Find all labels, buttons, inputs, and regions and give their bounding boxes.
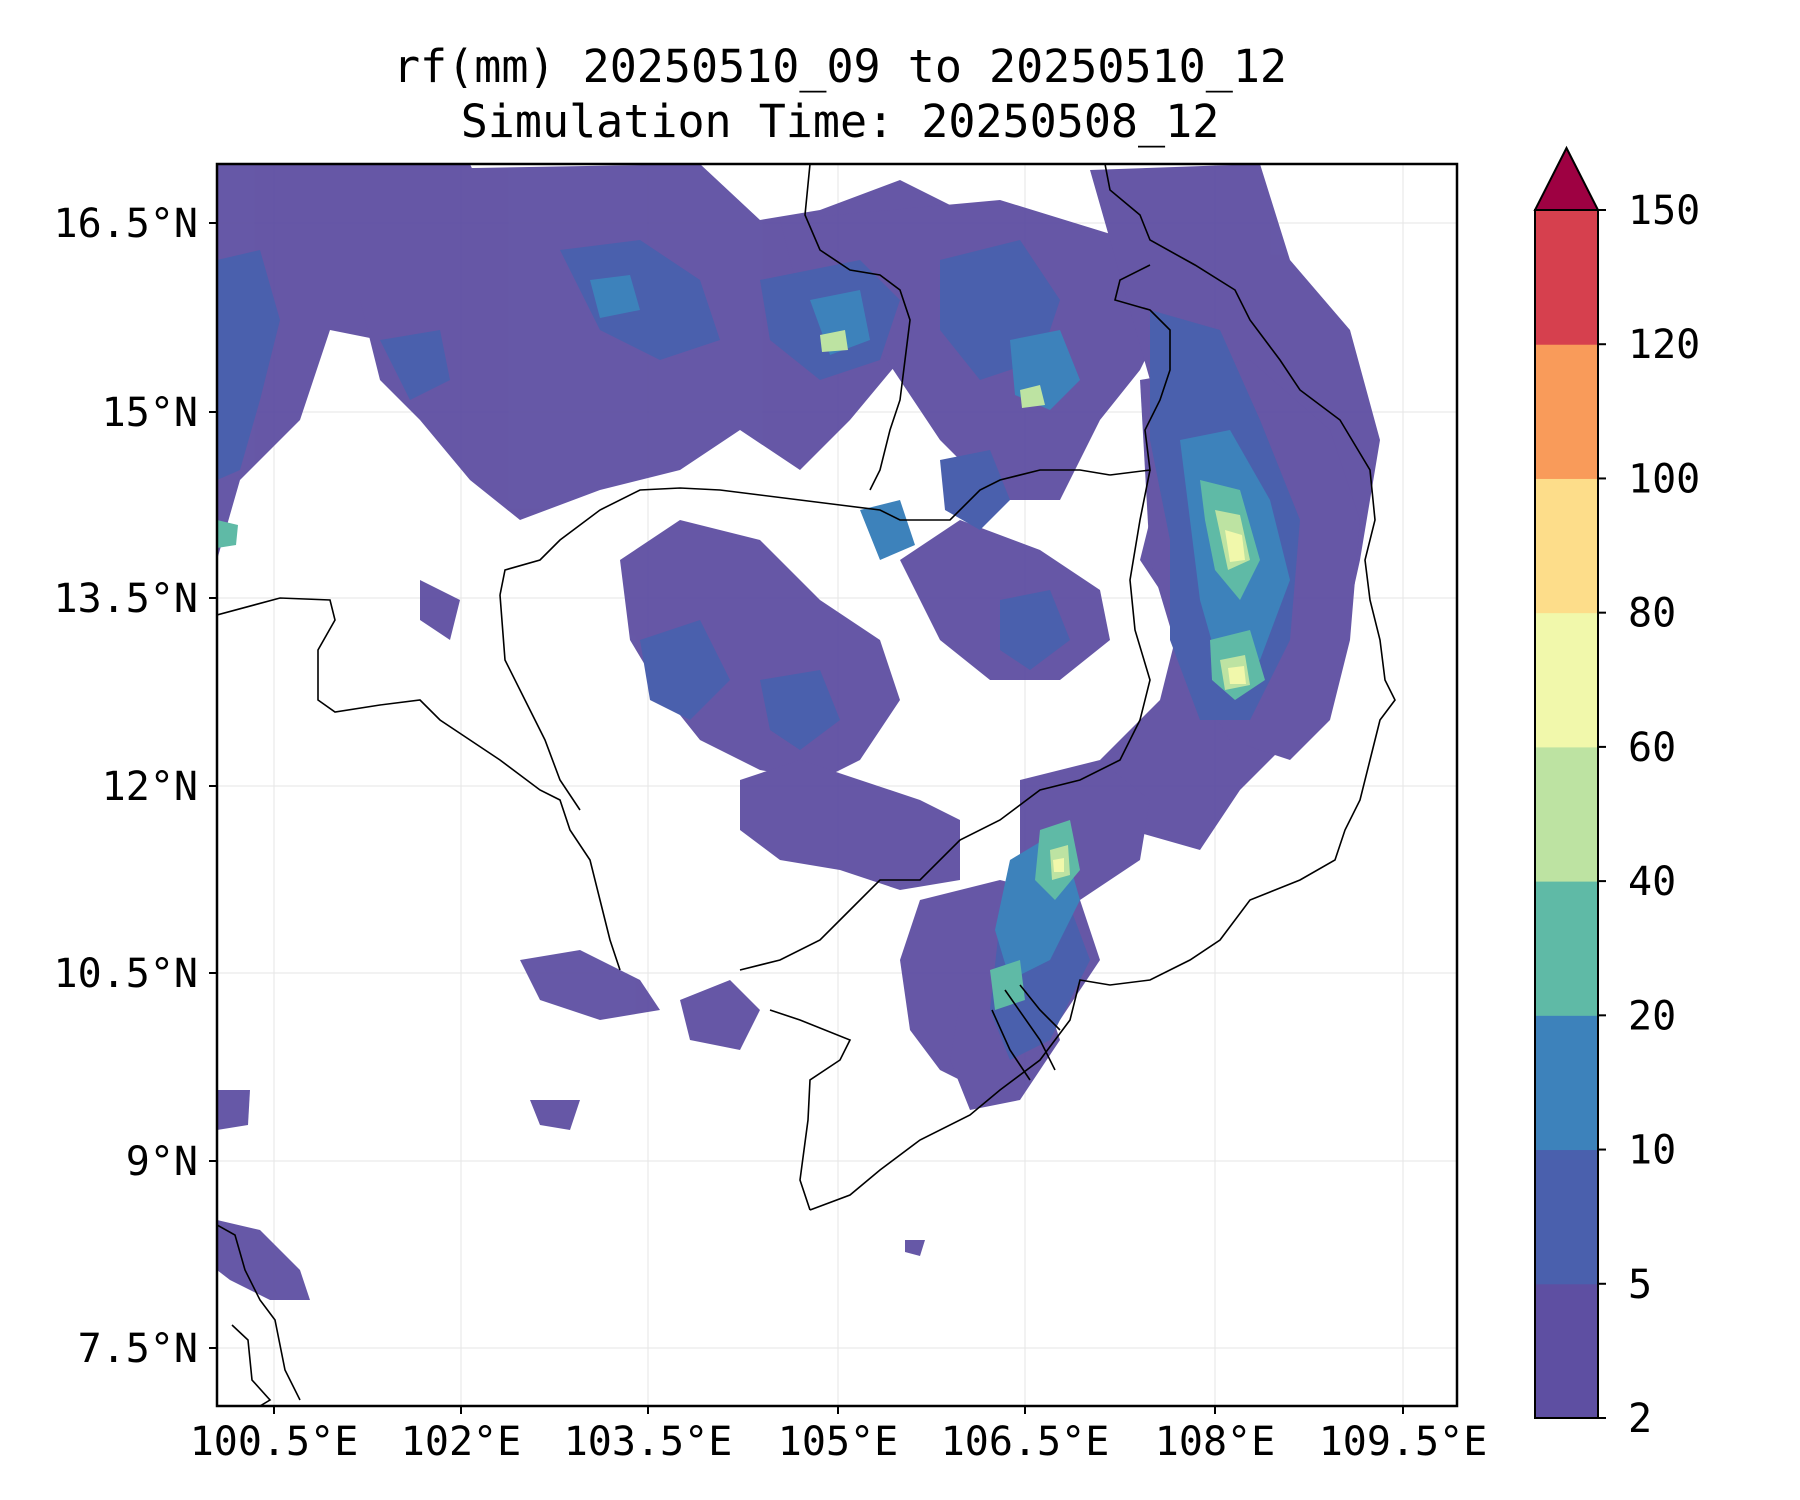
colorbar-tick-label: 10 bbox=[1628, 1128, 1676, 1174]
longitude-axis: 100.5°E 102°E 103.5°E 105°E 106.5°E 108°E 109.… bbox=[190, 1406, 1488, 1465]
colorbar-tick-label: 60 bbox=[1628, 725, 1676, 771]
lat-tick-label: 10.5°N bbox=[54, 951, 199, 997]
lat-tick-label: 16.5°N bbox=[54, 201, 199, 247]
lon-tick-label: 102°E bbox=[401, 1419, 521, 1465]
colorbar-tick-label: 5 bbox=[1628, 1262, 1652, 1308]
colorbar-swatch bbox=[1535, 478, 1598, 614]
colorbar-swatch bbox=[1535, 746, 1598, 882]
colorbar-swatch bbox=[1535, 344, 1598, 479]
colorbar-frame bbox=[1534, 209, 1599, 1419]
lat-tick-label: 7.5°N bbox=[78, 1326, 198, 1372]
colorbar-tick-label: 100 bbox=[1628, 456, 1700, 502]
map-title: rf(mm) 20250510_09 to 20250510_12 bbox=[392, 40, 1288, 93]
latitude-axis: 16.5°N 15°N 13.5°N 12°N 10.5°N 9°N 7.5°N bbox=[54, 201, 217, 1372]
lon-tick-label: 105°E bbox=[778, 1419, 898, 1465]
coastline-borders bbox=[217, 164, 1396, 1406]
colorbar-swatch bbox=[1535, 1015, 1598, 1151]
lon-tick-label: 100.5°E bbox=[190, 1419, 359, 1465]
lat-tick-label: 13.5°N bbox=[54, 576, 199, 622]
lon-tick-label: 108°E bbox=[1155, 1419, 1275, 1465]
lon-tick-label: 106.5°E bbox=[941, 1419, 1110, 1465]
lat-tick-label: 15°N bbox=[102, 390, 198, 436]
colorbar-swatch bbox=[1535, 1283, 1598, 1419]
colorbar-swatch bbox=[1535, 210, 1598, 345]
lat-tick-label: 12°N bbox=[102, 764, 198, 810]
colorbar-tick-label: 120 bbox=[1628, 322, 1700, 368]
colorbar-tick-label: 40 bbox=[1628, 859, 1676, 905]
colorbar-swatch bbox=[1535, 881, 1598, 1016]
colorbar-swatch bbox=[1535, 612, 1598, 748]
map-subtitle: Simulation Time: 20250508_12 bbox=[460, 95, 1220, 148]
colorbar-swatch bbox=[1535, 1149, 1598, 1285]
colorbar-tick-label: 80 bbox=[1628, 591, 1676, 637]
colorbar-tick-label: 20 bbox=[1628, 993, 1676, 1039]
colorbar-tick-label: 150 bbox=[1628, 188, 1700, 234]
lon-tick-label: 103.5°E bbox=[564, 1419, 733, 1465]
rainfall-field bbox=[217, 164, 1380, 1300]
lon-tick-label: 109.5°E bbox=[1319, 1419, 1488, 1465]
lat-tick-label: 9°N bbox=[126, 1139, 198, 1185]
colorbar: 2 5 10 20 40 60 80 100 120 150 bbox=[1533, 145, 1700, 1442]
colorbar-extend-arrow bbox=[1533, 145, 1600, 211]
colorbar-tick-label: 2 bbox=[1628, 1396, 1652, 1442]
